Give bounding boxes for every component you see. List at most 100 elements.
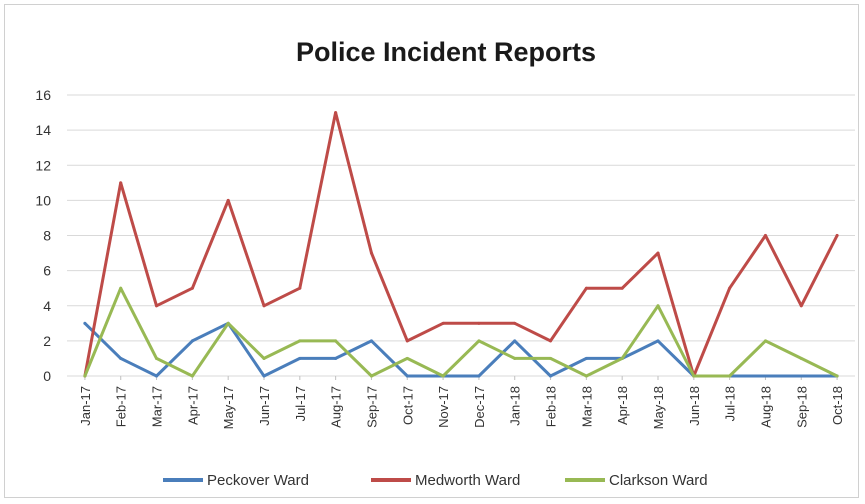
data-point — [262, 304, 266, 308]
y-tick-label: 14 — [35, 122, 51, 138]
x-tick-label: Oct-17 — [400, 386, 415, 425]
data-point — [763, 339, 767, 343]
line-chart: Police Incident Reports 0 2 4 6 8 10 12 14 16 Ja… — [35, 37, 855, 489]
chart-frame: Police Incident Reports 0 2 4 6 8 10 12 14 16 Ja… — [4, 4, 859, 498]
data-point — [369, 251, 373, 255]
x-tick-label: May-18 — [651, 386, 666, 429]
data-point — [441, 374, 445, 378]
data-point — [477, 339, 481, 343]
y-tick-label: 8 — [43, 228, 51, 244]
data-point — [799, 304, 803, 308]
data-point — [513, 356, 517, 360]
data-point — [799, 356, 803, 360]
data-point — [656, 339, 660, 343]
data-point — [513, 321, 517, 325]
data-point — [799, 374, 803, 378]
data-point — [334, 111, 338, 115]
legend-label: Clarkson Ward — [609, 472, 708, 489]
data-point — [584, 286, 588, 290]
x-tick-label: Aug-18 — [758, 386, 773, 428]
x-tick-label: Jan-18 — [508, 386, 523, 426]
data-point — [369, 339, 373, 343]
data-point — [441, 321, 445, 325]
data-point — [763, 234, 767, 237]
data-point — [656, 251, 660, 255]
data-point — [334, 339, 338, 343]
data-point — [584, 374, 588, 378]
x-tick-label: Sep-17 — [364, 386, 379, 428]
x-tick-label: Dec-17 — [472, 386, 487, 428]
series-line-clarkson-ward — [83, 286, 839, 378]
x-tick-label: May-17 — [221, 386, 236, 429]
gridlines — [67, 94, 855, 377]
data-point — [405, 374, 409, 378]
data-point — [190, 339, 194, 343]
legend: Peckover Ward Medworth Ward Clarkson Ward — [163, 472, 708, 489]
data-point — [83, 321, 87, 325]
data-point — [226, 321, 230, 325]
data-point — [226, 198, 230, 202]
data-point — [656, 304, 660, 308]
x-tick-label: Jun-17 — [257, 386, 272, 426]
data-point — [298, 286, 302, 290]
series-lines — [83, 111, 839, 378]
data-point — [835, 234, 839, 237]
x-tick-label: Apr-18 — [615, 386, 630, 425]
data-point — [728, 286, 732, 290]
data-point — [549, 374, 553, 378]
data-point — [584, 356, 588, 360]
data-point — [155, 374, 159, 378]
data-point — [155, 304, 159, 308]
x-tick-label: Apr-17 — [185, 386, 200, 425]
y-tick-label: 16 — [35, 87, 51, 103]
data-point — [298, 339, 302, 343]
x-tick-label: Sep-18 — [794, 386, 809, 428]
data-point — [119, 356, 123, 360]
data-point — [369, 374, 373, 378]
data-point — [262, 374, 266, 378]
data-point — [477, 321, 481, 325]
series-line-medworth-ward — [83, 111, 839, 378]
data-point — [477, 374, 481, 378]
data-point — [405, 356, 409, 360]
data-point — [119, 286, 123, 290]
data-point — [549, 356, 553, 360]
data-point — [728, 374, 732, 378]
y-tick-label: 6 — [43, 263, 51, 279]
x-tick-label: Feb-17 — [114, 386, 129, 427]
data-point — [620, 356, 624, 360]
x-tick-label: Jul-18 — [723, 386, 738, 421]
x-tick-label: Oct-18 — [830, 386, 845, 425]
y-tick-label: 0 — [43, 368, 51, 384]
data-point — [190, 286, 194, 290]
data-point — [334, 356, 338, 360]
data-point — [692, 374, 696, 378]
y-axis-ticks: 0 2 4 6 8 10 12 14 16 — [35, 87, 51, 384]
chart-title: Police Incident Reports — [296, 37, 596, 67]
data-point — [835, 374, 839, 378]
x-tick-label: Jan-17 — [78, 386, 93, 426]
data-point — [549, 339, 553, 343]
y-tick-label: 2 — [43, 333, 51, 349]
data-point — [620, 286, 624, 290]
y-tick-label: 12 — [35, 157, 51, 173]
data-point — [298, 356, 302, 360]
data-point — [513, 339, 517, 343]
x-tick-label: Mar-18 — [579, 386, 594, 427]
x-tick-label: Nov-17 — [436, 386, 451, 428]
y-tick-label: 4 — [43, 298, 51, 314]
data-point — [119, 181, 123, 185]
x-tick-label: Feb-18 — [544, 386, 559, 427]
data-point — [763, 374, 767, 378]
x-tick-label: Jul-17 — [293, 386, 308, 421]
y-tick-label: 10 — [35, 192, 51, 208]
data-point — [190, 374, 194, 378]
x-tick-label: Aug-17 — [329, 386, 344, 428]
data-point — [83, 374, 87, 378]
x-axis-ticks: Jan-17 Feb-17 Mar-17 Apr-17 May-17 Jun-17 Jul-… — [78, 376, 845, 429]
legend-label: Medworth Ward — [415, 472, 520, 489]
data-point — [405, 339, 409, 343]
x-tick-label: Jun-18 — [687, 386, 702, 426]
data-point — [155, 356, 159, 360]
data-point — [262, 356, 266, 360]
